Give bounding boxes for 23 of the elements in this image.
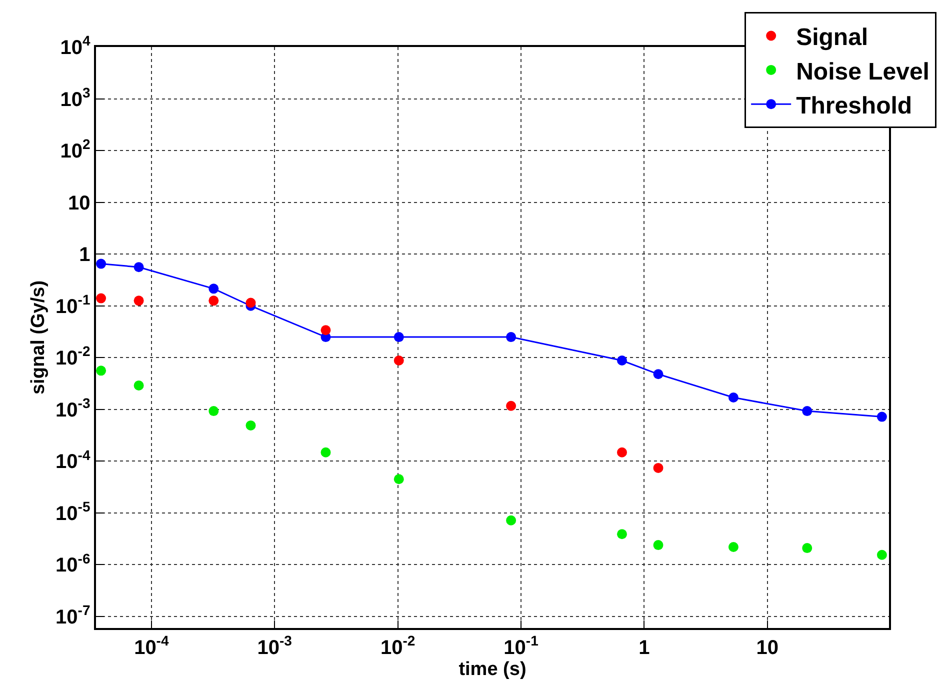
y-tick-label: 10$^{-6}$ xyxy=(56,550,90,577)
y-tick-label: 10$^{-1}$ xyxy=(56,291,90,318)
legend-label: Threshold xyxy=(796,92,912,120)
y-tick-label: 10$^{-2}$ xyxy=(56,343,90,370)
y-tick-label: 10$^{-7}$ xyxy=(56,602,90,629)
legend-label: Noise Level xyxy=(796,58,930,86)
x-tick-label: 10$^{-1}$ xyxy=(504,632,539,659)
legend-label: Signal xyxy=(796,24,868,52)
y-tick-label: 10$^{2}$ xyxy=(60,136,90,163)
y-tick-label: 10$^{4}$ xyxy=(60,32,90,59)
x-axis-title: time (s) xyxy=(458,659,526,680)
x-tick-label: 10$^{-2}$ xyxy=(380,632,416,659)
x-tick-label: 10$^{-3}$ xyxy=(257,632,292,659)
x-tick-label: 10$^{-4}$ xyxy=(134,632,169,659)
y-tick-label: 10 xyxy=(68,192,90,214)
y-tick-label: 1 xyxy=(79,244,90,266)
y-tick-label: 10$^{-5}$ xyxy=(56,498,90,525)
x-tick-label: 10 xyxy=(756,636,779,659)
y-tick-label: 10$^{3}$ xyxy=(60,84,90,111)
y-tick-label: 10$^{-4}$ xyxy=(56,446,90,474)
x-tick-label: 1 xyxy=(638,636,650,659)
y-tick-label: 10$^{-3}$ xyxy=(56,395,90,422)
y-axis-title: signal (Gy/s) xyxy=(28,280,49,395)
